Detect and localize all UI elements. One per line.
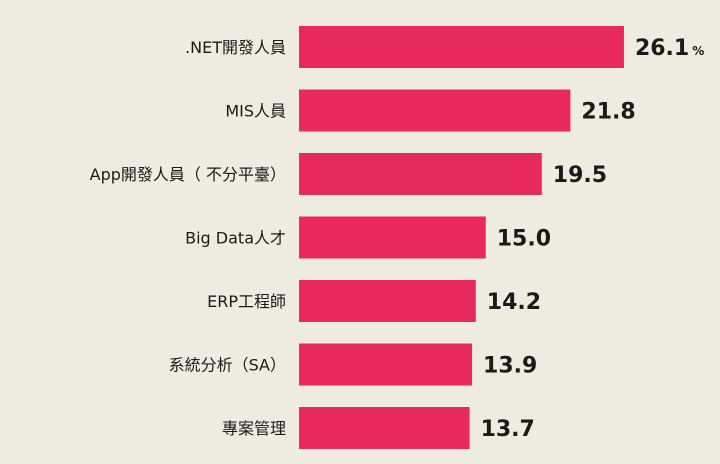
value-label-2: 19.5 <box>553 163 607 188</box>
value-label-5: 13.9 <box>483 354 537 379</box>
category-label-1: MIS人員 <box>225 102 286 121</box>
category-label-0: .NET開發人員 <box>185 38 286 57</box>
category-label-4: ERP工程師 <box>207 292 286 311</box>
value-label-3: 15.0 <box>497 227 551 252</box>
value-label-0: 26.1% <box>635 36 704 61</box>
value-label-4: 14.2 <box>487 290 541 315</box>
bar-4 <box>299 280 476 322</box>
bar-1 <box>299 89 571 132</box>
bar-5 <box>299 343 473 386</box>
value-label-1: 21.8 <box>581 100 635 125</box>
bar-6 <box>299 407 470 449</box>
category-label-6: 專案管理 <box>222 419 286 438</box>
bar-3 <box>299 216 486 259</box>
bar-2 <box>299 153 542 195</box>
category-label-5: 系統分析（SA） <box>169 356 286 375</box>
unit-label: % <box>692 44 704 58</box>
bar-0 <box>299 26 624 68</box>
category-label-3: Big Data人才 <box>185 229 286 248</box>
category-label-2: App開發人員（ 不分平臺） <box>90 165 286 184</box>
value-label-6: 13.7 <box>481 417 535 442</box>
